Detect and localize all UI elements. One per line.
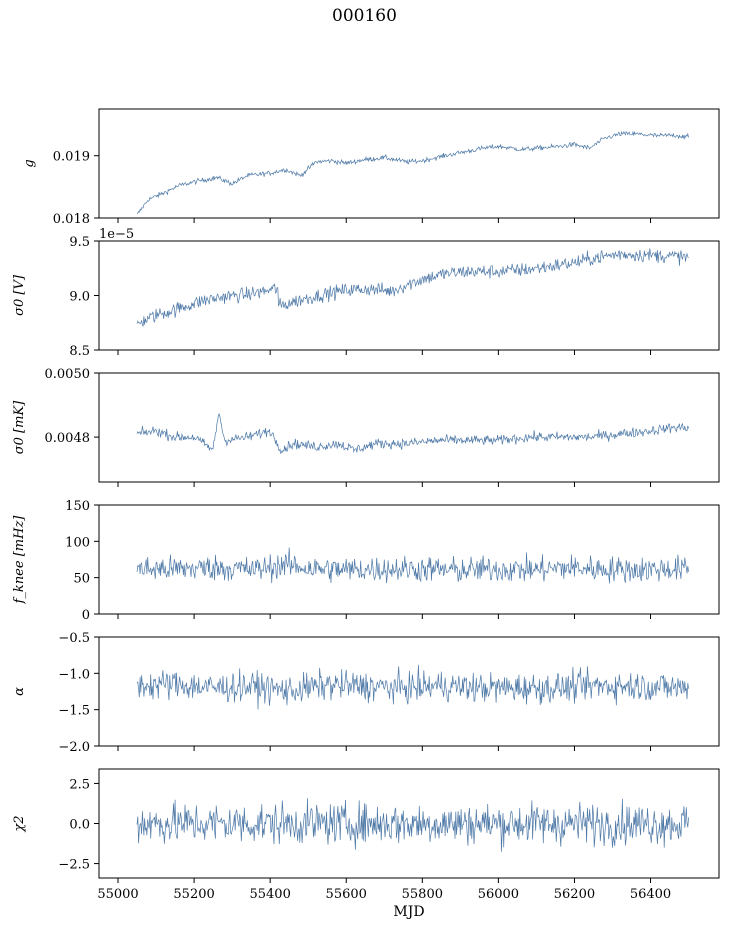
series-line-1: [136, 248, 689, 327]
y-tick-label-3-0: 0: [82, 608, 90, 623]
y-axis-label-1: σ0 [V]: [12, 274, 27, 316]
y-tick-label-2-1: 0.0050: [45, 367, 91, 382]
y-tick-label-0-0: 0.018: [53, 212, 90, 227]
panel-1: 8.5 9.0 9.5 1e−5 σ0 [V]: [12, 227, 720, 359]
y-tick-label-0-1: 0.019: [53, 150, 90, 165]
y-tick-label-5-1: 0.0: [69, 818, 90, 833]
y-axis-label-3: f_knee [mHz]: [12, 515, 27, 605]
y-tick-label-2-0: 0.0048: [45, 431, 91, 446]
y-tick-label-3-3: 150: [65, 499, 90, 514]
axes-frame-1: [98, 240, 720, 351]
y-tick-label-4-2: −1.0: [58, 667, 90, 682]
offset-text-1: 1e−5: [99, 227, 134, 242]
axes-frame-2: [98, 372, 720, 483]
axes-frame-3: [98, 504, 720, 615]
series-line-4: [136, 664, 689, 710]
y-tick-label-3-2: 100: [65, 535, 90, 550]
y-tick-label-5-2: 2.5: [69, 777, 90, 792]
y-tick-label-5-0: −2.5: [58, 858, 90, 873]
series-line-5: [136, 798, 689, 852]
y-tick-label-4-3: −0.5: [58, 631, 90, 646]
axes-frame-0: [98, 108, 720, 219]
x-tick-label-2: 55400: [249, 887, 290, 902]
series-line-3: [136, 547, 689, 584]
x-tick-label-0: 55000: [97, 887, 138, 902]
y-tick-label-1-1: 9.0: [69, 290, 90, 305]
y-axis-label-2: σ0 [mK]: [12, 400, 27, 454]
y-tick-label-1-2: 9.5: [69, 235, 90, 250]
panel-4: −2.0 −1.5 −1.0 −0.5 α: [12, 631, 720, 755]
x-tick-label-7: 56400: [630, 887, 671, 902]
y-tick-label-3-1: 50: [73, 572, 90, 587]
y-tick-label-4-0: −2.0: [58, 740, 90, 755]
series-line-0: [136, 130, 689, 214]
y-axis-label-0: g: [22, 159, 37, 167]
figure-title: 000160: [332, 6, 397, 26]
panel-5: −2.5 0.0 2.5 55000 55200 55400 55600 55800 56000…: [12, 768, 720, 920]
series-line-2: [136, 413, 689, 454]
y-tick-label-4-1: −1.5: [58, 704, 90, 719]
x-tick-label-6: 56200: [554, 887, 595, 902]
x-tick-label-4: 55800: [402, 887, 443, 902]
y-axis-label-4: α: [12, 687, 27, 696]
y-axis-label-5: χ2: [12, 815, 27, 832]
panel-3: 0 50 100 150 f_knee [mHz]: [12, 499, 720, 623]
x-tick-label-1: 55200: [173, 887, 214, 902]
y-tick-label-1-0: 8.5: [69, 344, 90, 359]
x-axis-label: MJD: [393, 904, 424, 920]
axes-frame-4: [98, 636, 720, 747]
x-tick-label-3: 55600: [326, 887, 367, 902]
panel-0: 0.018 0.019 g: [22, 108, 720, 227]
x-tick-label-5: 56000: [478, 887, 519, 902]
panel-2: 0.0048 0.0050 σ0 [mK]: [12, 367, 720, 487]
